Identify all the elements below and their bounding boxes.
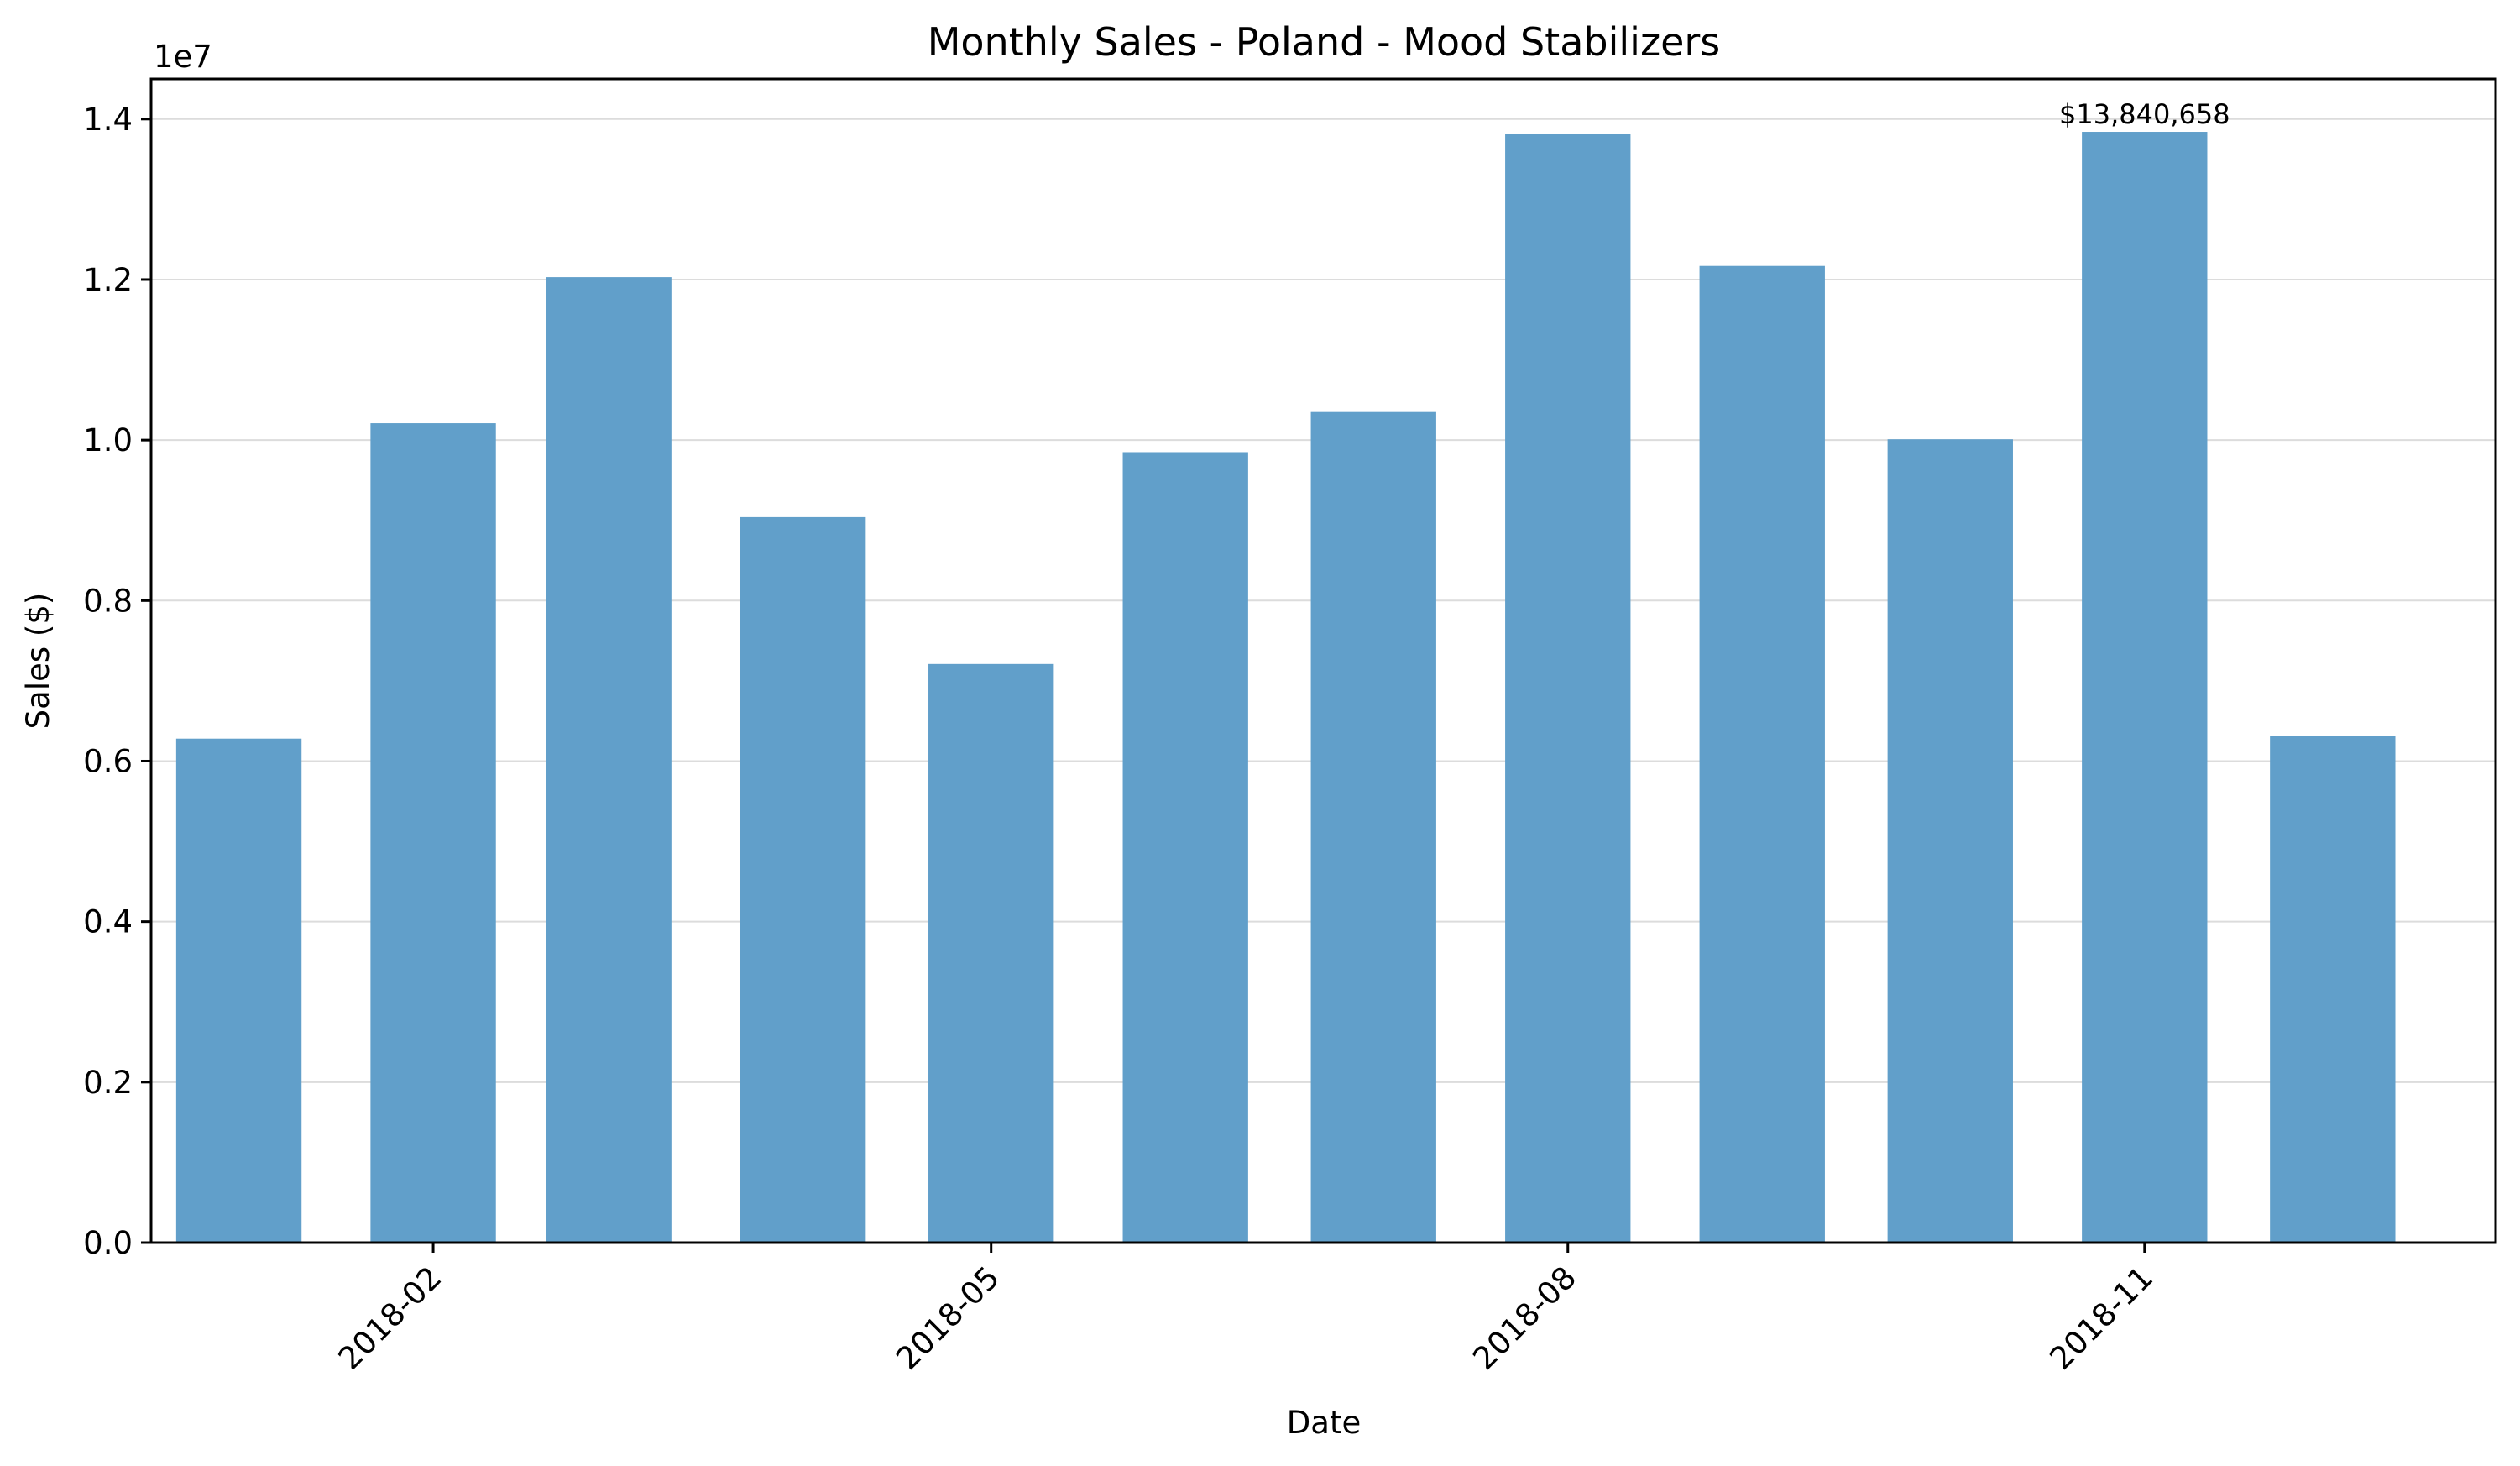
y-tick-label: 1.2 (83, 262, 133, 298)
bars (175, 132, 2396, 1243)
y-tick-label: 0.6 (83, 743, 133, 779)
plot-frame (149, 77, 2497, 1244)
y-tick-label: 0.0 (83, 1225, 133, 1261)
bar-2018-03 (546, 277, 672, 1243)
y-tick-label: 1.4 (83, 102, 133, 138)
x-axis-ticks: 2018-02 2018-05 2018-08 2018-11 (332, 1243, 2160, 1377)
bar-2018-07 (1310, 411, 1436, 1243)
bar-2018-06 (1122, 452, 1248, 1243)
bar-2018-02 (370, 423, 496, 1243)
y-tick-label: 0.8 (83, 583, 133, 619)
bar-2018-08 (1505, 133, 1631, 1243)
bar-2018-10 (1887, 439, 2013, 1243)
bar-2018-01 (175, 738, 302, 1243)
y-tick-label: 0.4 (83, 904, 133, 940)
annotations: $13,840,658 (2059, 98, 2230, 130)
x-tick-label: 2018-11 (2042, 1259, 2160, 1377)
bar-2018-05 (928, 663, 1054, 1243)
bar-value-label: $13,840,658 (2059, 98, 2230, 130)
y-axis-offset-label: 1e7 (154, 39, 212, 75)
x-tick-label: 2018-08 (1466, 1259, 1583, 1377)
y-axis-ticks: 0.0 0.2 0.4 0.6 0.8 1.0 1.2 1.4 (83, 102, 151, 1261)
x-tick-label: 2018-02 (332, 1259, 449, 1377)
chart-title: Monthly Sales - Poland - Mood Stabilizer… (928, 19, 1721, 65)
x-axis-label: Date (1287, 1405, 1361, 1441)
y-tick-label: 1.0 (83, 422, 133, 458)
y-axis-label: Sales ($) (20, 593, 56, 730)
bar-2018-12 (2270, 736, 2396, 1243)
bar-2018-04 (740, 516, 866, 1243)
y-tick-label: 0.2 (83, 1065, 133, 1101)
bar-2018-11 (2082, 132, 2208, 1243)
x-tick-label: 2018-05 (889, 1259, 1006, 1377)
bar-2018-09 (1699, 265, 1825, 1243)
